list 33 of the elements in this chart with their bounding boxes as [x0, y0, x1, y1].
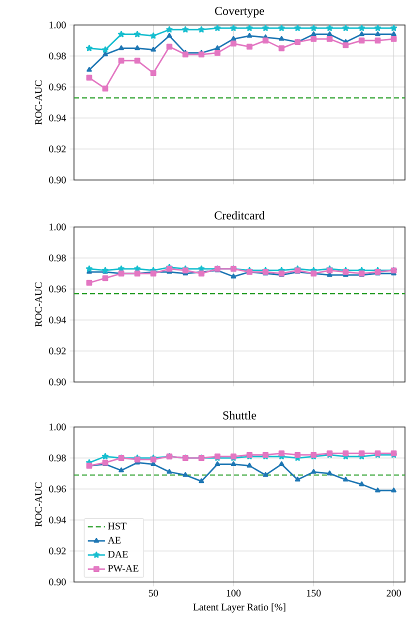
x-tick-label: 100: [226, 590, 241, 597]
y-tick-label: 0.90: [49, 378, 66, 386]
chart-title: Creditcard: [214, 211, 265, 220]
y-tick-label: 1.00: [50, 424, 66, 430]
x-tick-label: 50: [148, 590, 158, 597]
y-tick-label: 0.90: [49, 578, 66, 586]
y-tick-label: 0.96: [49, 286, 66, 292]
y-tick-label: 0.96: [49, 486, 66, 492]
chart-title: Shuttle: [223, 411, 256, 420]
y-tick-label: 0.98: [49, 254, 66, 262]
y-tick-label: 0.96: [49, 84, 66, 90]
x-tick-label: 150: [307, 590, 321, 597]
y-tick-label: 0.94: [49, 114, 66, 122]
y-tick-label: 0.92: [49, 146, 66, 152]
y-tick-label: 0.94: [49, 316, 66, 324]
y-tick-label: 1.00: [50, 22, 66, 28]
x-axis-title: Latent Layer Ratio [%]: [193, 603, 286, 613]
y-tick-label: 0.92: [49, 348, 66, 354]
legend-label: AE: [108, 536, 121, 544]
y-axis-title: ROC-AUC: [35, 482, 42, 527]
y-tick-label: 0.98: [49, 52, 66, 60]
legend-label: HST: [108, 522, 126, 530]
legend-label: DAE: [108, 550, 128, 558]
chart-title: Covertype: [214, 6, 264, 18]
y-axis-title: ROC-AUC: [35, 282, 42, 327]
y-tick-label: 0.90: [49, 176, 66, 184]
y-axis-title: ROC-AUC: [35, 80, 42, 125]
x-tick-label: 200: [386, 590, 401, 597]
legend-label: PW-AE: [108, 565, 138, 572]
y-tick-label: 0.94: [49, 516, 66, 524]
y-tick-label: 0.92: [49, 548, 66, 554]
y-tick-label: 1.00: [50, 224, 66, 230]
y-tick-label: 0.98: [49, 454, 66, 462]
